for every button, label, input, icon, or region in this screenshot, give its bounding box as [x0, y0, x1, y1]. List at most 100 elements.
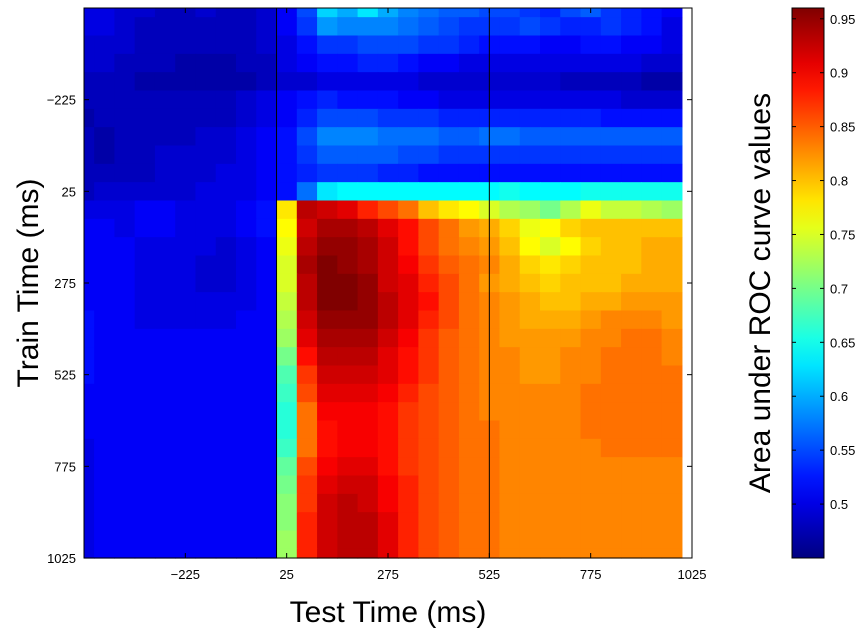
- heatmap-cell: [94, 475, 115, 495]
- heatmap-cell: [661, 310, 683, 330]
- heatmap-cell: [114, 548, 136, 559]
- heatmap-cell: [499, 90, 521, 110]
- heatmap-cell: [357, 548, 379, 559]
- heatmap-cell: [499, 292, 521, 312]
- heatmap-cell: [580, 493, 602, 513]
- heatmap-cell: [84, 8, 95, 18]
- heatmap-cell: [337, 457, 359, 477]
- heatmap-cell: [236, 310, 257, 330]
- heatmap-cell: [540, 127, 561, 147]
- heatmap-cell: [276, 218, 298, 238]
- heatmap-cell: [357, 365, 379, 385]
- heatmap-cell: [236, 53, 257, 73]
- heatmap-cell: [519, 347, 541, 367]
- heatmap-cell: [94, 402, 115, 422]
- heatmap-cell: [317, 17, 338, 37]
- heatmap-cell: [580, 53, 602, 73]
- heatmap-cell: [600, 35, 622, 55]
- heatmap-cell: [276, 72, 298, 92]
- heatmap-cell: [377, 72, 399, 92]
- heatmap-cell: [540, 457, 561, 477]
- heatmap-cell: [357, 53, 379, 73]
- heatmap-cell: [256, 438, 278, 458]
- heatmap-cell: [499, 530, 521, 550]
- heatmap-cell: [236, 347, 257, 367]
- heatmap-cell: [580, 163, 602, 183]
- heatmap-cell: [540, 182, 561, 202]
- heatmap-cell: [215, 182, 237, 202]
- heatmap-cell: [560, 127, 582, 147]
- heatmap-cell: [580, 457, 602, 477]
- heatmap-cell: [296, 35, 318, 55]
- heatmap-cell: [276, 145, 298, 165]
- heatmap-cell: [236, 163, 257, 183]
- heatmap-cell: [317, 200, 338, 220]
- heatmap-cell: [661, 420, 683, 440]
- heatmap-cell: [175, 273, 197, 293]
- heatmap-cell: [621, 53, 642, 73]
- heatmap-cell: [499, 383, 521, 403]
- heatmap-cell: [84, 163, 95, 183]
- heatmap-cell: [499, 108, 521, 128]
- heatmap-cell: [600, 420, 622, 440]
- heatmap-cell: [134, 72, 156, 92]
- heatmap-cell: [438, 90, 460, 110]
- heatmap-cell: [661, 127, 683, 147]
- heatmap-cell: [418, 292, 440, 312]
- heatmap-cell: [519, 512, 541, 532]
- heatmap-cell: [398, 108, 419, 128]
- heatmap-cell: [438, 475, 460, 495]
- heatmap-cell: [377, 35, 399, 55]
- heatmap-cell: [438, 17, 460, 37]
- heatmap-cell: [296, 365, 318, 385]
- heatmap-cell: [175, 200, 197, 220]
- heatmap-cell: [418, 383, 440, 403]
- heatmap-cell: [276, 310, 298, 330]
- heatmap-cell: [438, 255, 460, 275]
- heatmap-cell: [377, 90, 399, 110]
- heatmap-cell: [134, 475, 156, 495]
- heatmap-cell: [458, 475, 480, 495]
- heatmap-cell: [600, 218, 622, 238]
- heatmap-cell: [215, 72, 237, 92]
- heatmap-cell: [276, 365, 298, 385]
- heatmap-cell: [661, 292, 683, 312]
- heatmap-cell: [134, 163, 156, 183]
- heatmap-cell: [519, 475, 541, 495]
- heatmap-cell: [195, 493, 217, 513]
- x-tick-label: 1025: [678, 567, 707, 582]
- heatmap-cell: [195, 347, 217, 367]
- heatmap-cell: [357, 163, 379, 183]
- heatmap-cell: [418, 328, 440, 348]
- heatmap-cell: [337, 512, 359, 532]
- heatmap-cell: [296, 420, 318, 440]
- heatmap-cell: [256, 255, 278, 275]
- heatmap-cell: [195, 365, 217, 385]
- heatmap-cells: [84, 8, 683, 559]
- heatmap-cell: [661, 145, 683, 165]
- heatmap-cell: [317, 493, 338, 513]
- heatmap-cell: [236, 475, 257, 495]
- heatmap-cell: [276, 438, 298, 458]
- heatmap-cell: [519, 53, 541, 73]
- heatmap-cell: [540, 493, 561, 513]
- heatmap-cell: [458, 17, 480, 37]
- heatmap-cell: [398, 383, 419, 403]
- heatmap-cell: [641, 493, 663, 513]
- heatmap-cell: [580, 72, 602, 92]
- heatmap-cell: [154, 17, 176, 37]
- heatmap-cell: [337, 548, 359, 559]
- heatmap-cell: [114, 273, 136, 293]
- heatmap-cell: [256, 383, 278, 403]
- heatmap-cell: [540, 108, 561, 128]
- heatmap-cell: [519, 17, 541, 37]
- heatmap-cell: [94, 72, 115, 92]
- heatmap-cell: [337, 218, 359, 238]
- heatmap-cell: [236, 72, 257, 92]
- heatmap-cell: [317, 163, 338, 183]
- heatmap-cell: [296, 53, 318, 73]
- heatmap-cell: [418, 420, 440, 440]
- heatmap-cell: [114, 512, 136, 532]
- heatmap-cell: [84, 53, 95, 73]
- heatmap-cell: [377, 493, 399, 513]
